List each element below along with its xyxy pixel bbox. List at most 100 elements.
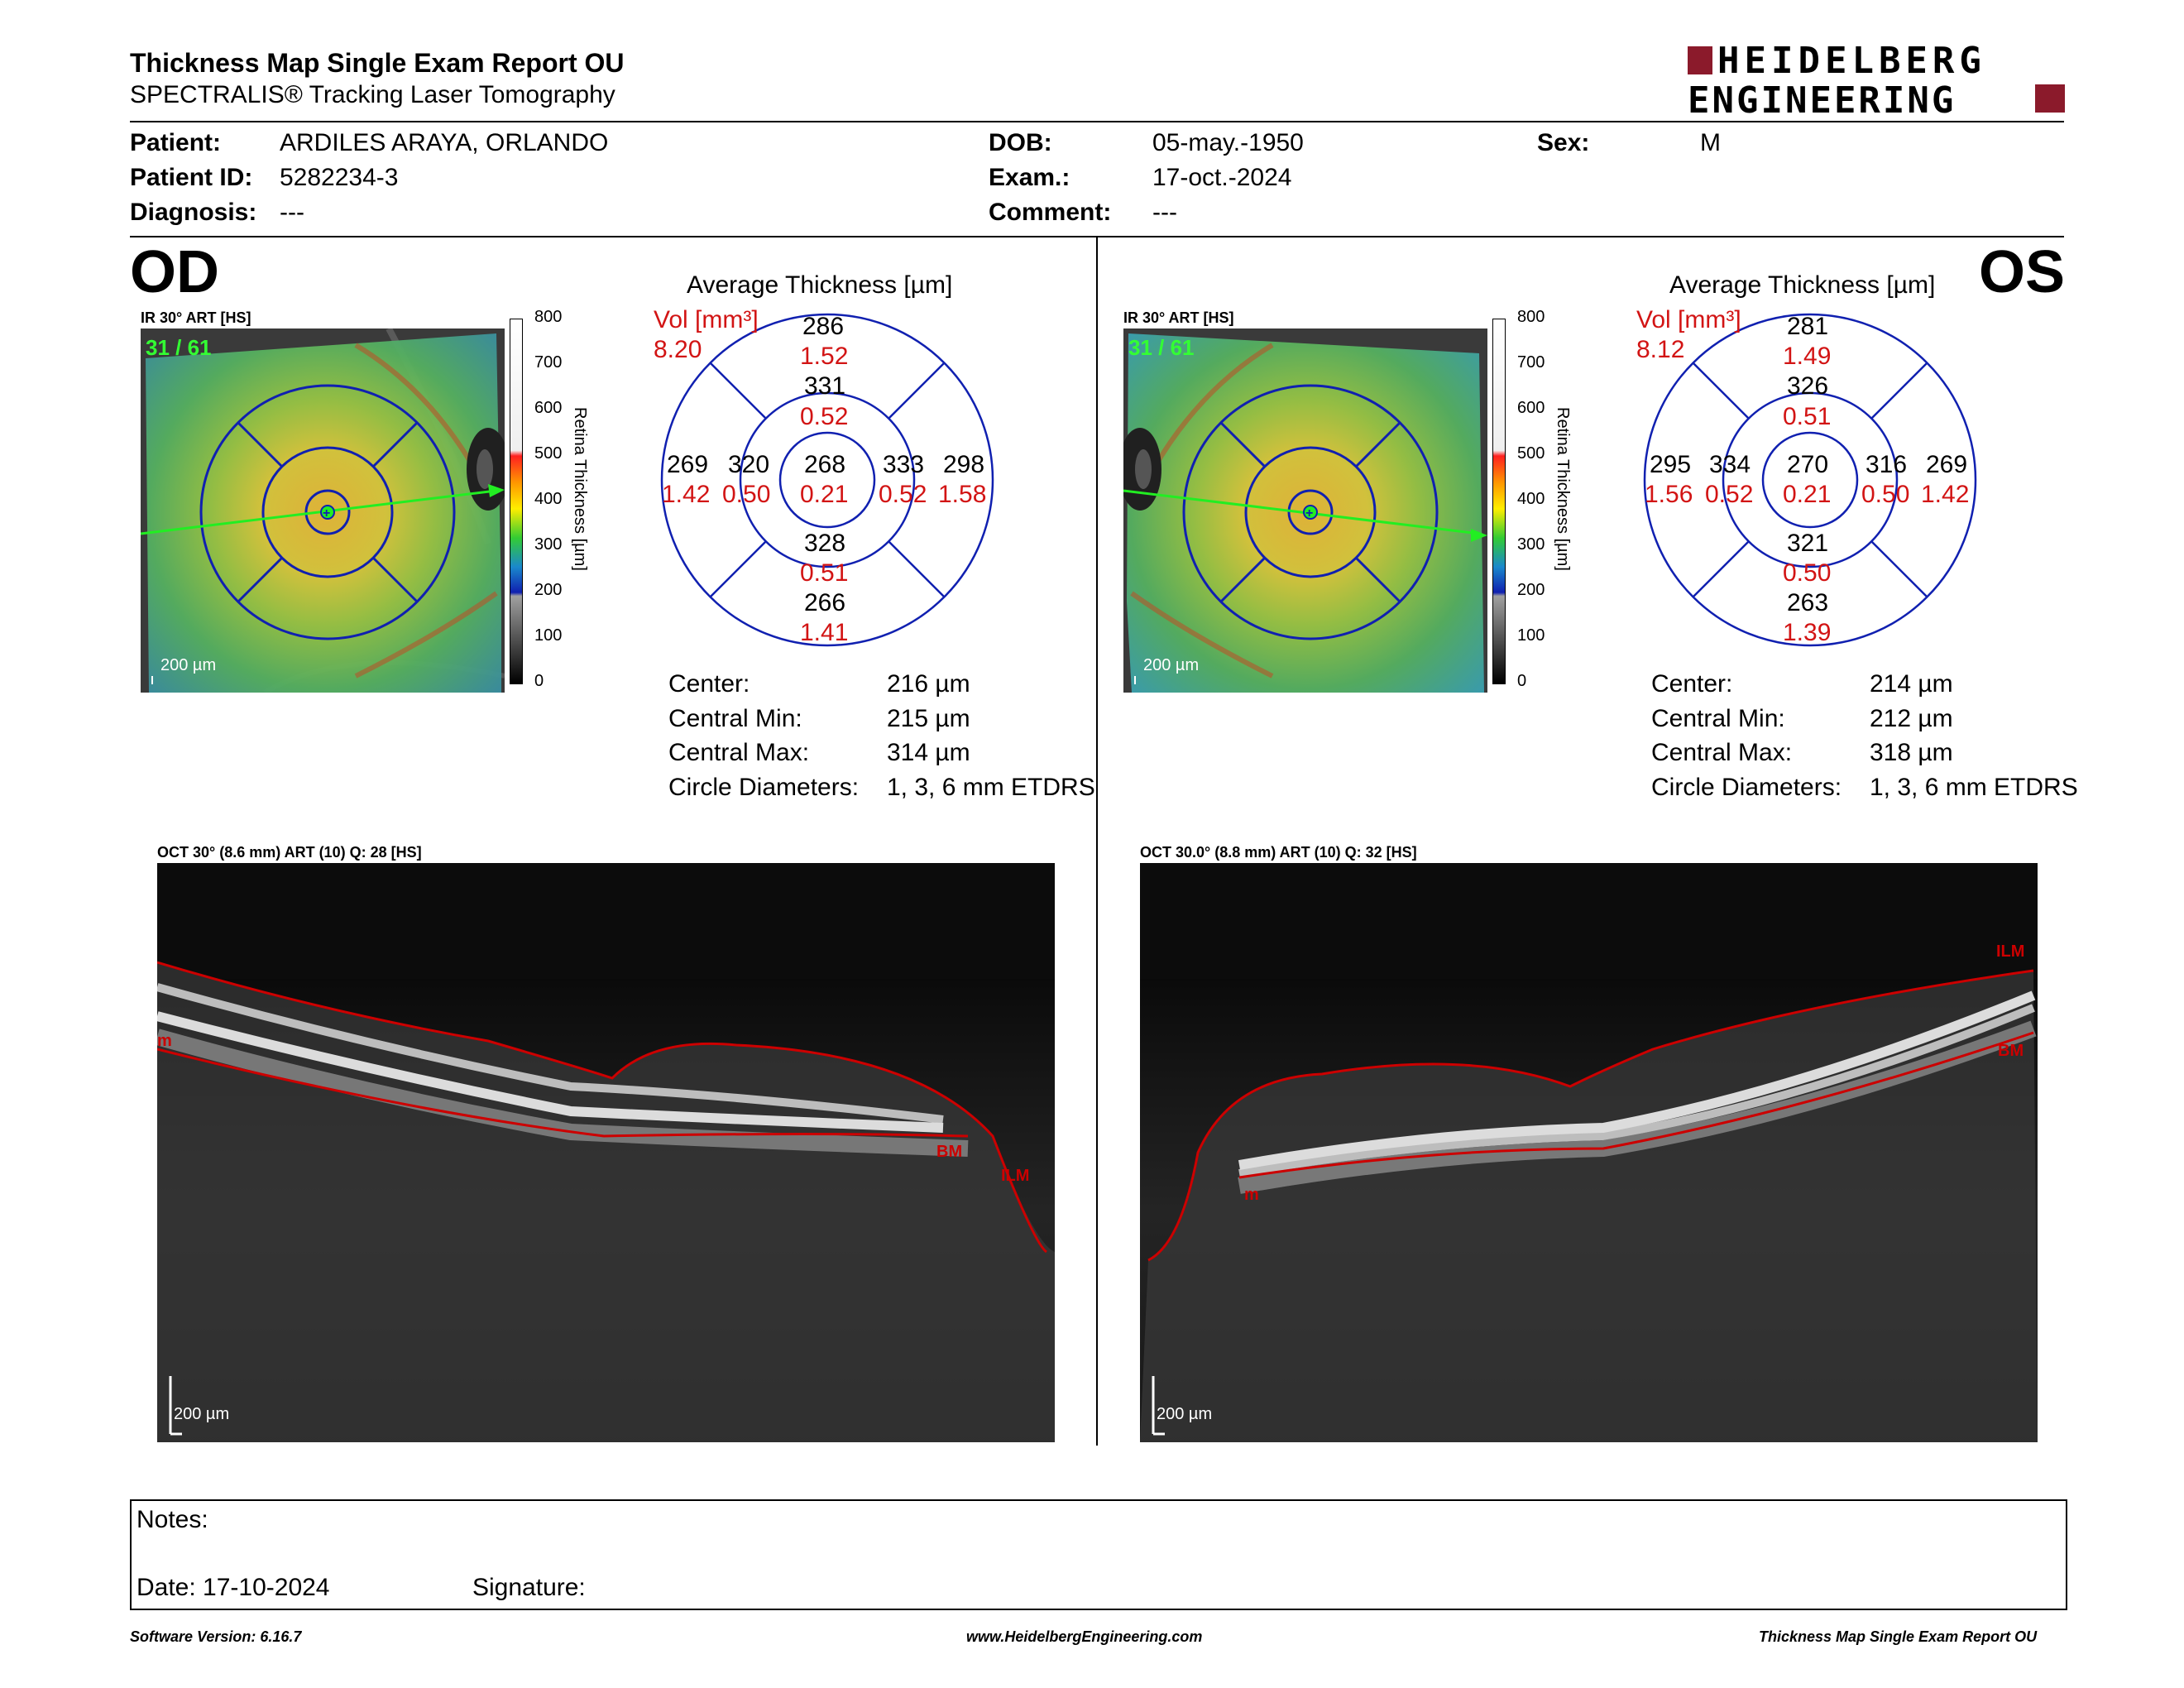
os-center-vol: 0.21 xyxy=(1783,481,1832,508)
os-min-value: 212 µm xyxy=(1870,705,1953,732)
od-max-label: Central Max: xyxy=(668,739,810,766)
od-oct-label: OCT 30° (8.6 mm) ART (10) Q: 28 [HS] xyxy=(157,844,422,861)
od-tick: 200 xyxy=(534,581,563,599)
od-oct-bscan: 200 µm ILM BM m xyxy=(155,863,1055,1442)
od-layer-edge: m xyxy=(157,1032,172,1050)
od-center: 268 xyxy=(804,451,846,478)
od-temp-outer-vol: 1.42 xyxy=(662,481,711,508)
notes-box[interactable]: Notes: Date: 17-10-2024 Signature: xyxy=(130,1499,2067,1610)
od-nas-inner: 333 xyxy=(883,451,925,478)
svg-text:+: + xyxy=(323,506,330,520)
od-tick: 300 xyxy=(534,535,563,554)
os-oct-scale: 200 µm xyxy=(1157,1405,1213,1423)
od-colorbar-ticks: 800 700 600 500 400 300 200 100 0 xyxy=(523,308,572,697)
os-tick: 300 xyxy=(1517,535,1545,554)
os-max-label: Central Max: xyxy=(1651,739,1793,766)
od-tick: 700 xyxy=(534,353,563,372)
od-tick: 100 xyxy=(534,626,563,645)
patient-id-label: Patient ID: xyxy=(130,164,253,191)
os-vol-label: Vol [mm³] xyxy=(1636,306,1741,333)
os-tick: 100 xyxy=(1517,626,1545,645)
od-sup-outer: 286 xyxy=(802,313,845,340)
patient-label: Patient: xyxy=(130,129,222,156)
os-temp-inner: 334 xyxy=(1709,451,1751,478)
od-max-value: 314 µm xyxy=(887,739,970,766)
od-inf-outer-vol: 1.41 xyxy=(800,619,849,646)
od-temp-outer: 269 xyxy=(667,451,709,478)
od-center-label: Center: xyxy=(668,670,750,698)
os-temp-outer: 295 xyxy=(1650,451,1692,478)
os-diam-label: Circle Diameters: xyxy=(1651,774,1842,801)
footer-report-name: Thickness Map Single Exam Report OU xyxy=(1759,1628,2038,1645)
od-frame-counter: 31 / 61 xyxy=(146,335,212,360)
logo-line-2: ENGINEERING xyxy=(1688,79,1956,122)
od-colorbar xyxy=(510,319,523,684)
od-diam-label: Circle Diameters: xyxy=(668,774,860,801)
os-center-value: 214 µm xyxy=(1870,670,1953,698)
od-layer-ilm: ILM xyxy=(1001,1167,1030,1185)
od-tick: 800 xyxy=(534,308,563,326)
os-sup-inner-vol: 0.51 xyxy=(1783,403,1832,430)
os-vol-value: 8.12 xyxy=(1636,336,1685,363)
os-sup-outer-vol: 1.49 xyxy=(1783,343,1832,370)
od-layer-bm: BM xyxy=(936,1143,963,1161)
notes-label: Notes: xyxy=(136,1506,208,1533)
logo-square-top xyxy=(1688,46,1712,74)
dob-label: DOB: xyxy=(989,129,1052,156)
os-center: 270 xyxy=(1787,451,1829,478)
od-sup-inner-vol: 0.52 xyxy=(800,403,849,430)
od-temp-inner: 320 xyxy=(728,451,770,478)
os-thickness-map: + 31 / 61 200 µm xyxy=(1118,328,1487,693)
os-inf-inner: 321 xyxy=(1787,530,1829,557)
header-divider xyxy=(130,121,2064,122)
diagnosis-value: --- xyxy=(280,199,304,226)
od-nas-inner-vol: 0.52 xyxy=(879,481,927,508)
od-min-value: 215 µm xyxy=(887,705,970,732)
od-colorbar-title: Retina Thickness [µm] xyxy=(571,407,589,571)
os-colorbar-title: Retina Thickness [µm] xyxy=(1554,407,1572,571)
os-colorbar-ticks: 800 700 600 500 400 300 200 100 0 xyxy=(1506,308,1555,697)
os-sup-inner: 326 xyxy=(1787,372,1829,400)
os-center-label: Center: xyxy=(1651,670,1733,698)
patient-divider xyxy=(130,236,2064,237)
os-inf-outer-vol: 1.39 xyxy=(1783,619,1832,646)
svg-text:+: + xyxy=(1305,506,1313,520)
od-tick: 400 xyxy=(534,490,563,508)
website-link[interactable]: www.HeidelbergEngineering.com xyxy=(966,1628,1203,1645)
od-vol-value: 8.20 xyxy=(654,336,702,363)
od-oct-scale: 200 µm xyxy=(174,1405,230,1423)
signature-label: Signature: xyxy=(472,1574,586,1601)
logo-line-1: HEIDELBERG xyxy=(1717,40,1986,82)
od-tick: 0 xyxy=(534,672,544,690)
od-min-label: Central Min: xyxy=(668,705,802,732)
patient-name: ARDILES ARAYA, ORLANDO xyxy=(280,129,609,156)
comment-label: Comment: xyxy=(989,199,1112,226)
od-eye-label: OD xyxy=(130,239,219,305)
os-tick: 500 xyxy=(1517,444,1545,463)
os-frame-counter: 31 / 61 xyxy=(1128,335,1195,360)
od-diam-value: 1, 3, 6 mm ETDRS xyxy=(887,774,1095,801)
os-oct-bscan: 200 µm ILM BM m xyxy=(1140,863,2038,1442)
comment-value: --- xyxy=(1152,199,1177,226)
os-diam-value: 1, 3, 6 mm ETDRS xyxy=(1870,774,2078,801)
os-layer-ilm: ILM xyxy=(1996,942,2025,961)
os-ir-label: IR 30° ART [HS] xyxy=(1123,309,1234,326)
os-tick: 800 xyxy=(1517,308,1545,326)
od-sup-inner: 331 xyxy=(804,372,846,400)
os-etdrs-grid xyxy=(1636,306,1984,654)
os-tick: 400 xyxy=(1517,490,1545,508)
os-tick: 0 xyxy=(1517,672,1527,690)
patient-id: 5282234-3 xyxy=(280,164,399,191)
od-thickness-map: + 31 / 61 200 µm xyxy=(140,327,510,695)
os-map-scale: 200 µm xyxy=(1143,656,1200,674)
od-inf-outer: 266 xyxy=(804,589,846,616)
os-layer-bm: BM xyxy=(1998,1042,2024,1060)
od-etdrs-grid xyxy=(654,306,1001,654)
logo-square-bottom xyxy=(2035,84,2065,113)
os-nas-inner-vol: 0.50 xyxy=(1861,481,1910,508)
os-nas-inner: 316 xyxy=(1866,451,1908,478)
diagnosis-label: Diagnosis: xyxy=(130,199,257,226)
center-divider xyxy=(1096,237,1098,1446)
od-ir-label: IR 30° ART [HS] xyxy=(141,309,251,326)
os-temp-inner-vol: 0.52 xyxy=(1705,481,1754,508)
